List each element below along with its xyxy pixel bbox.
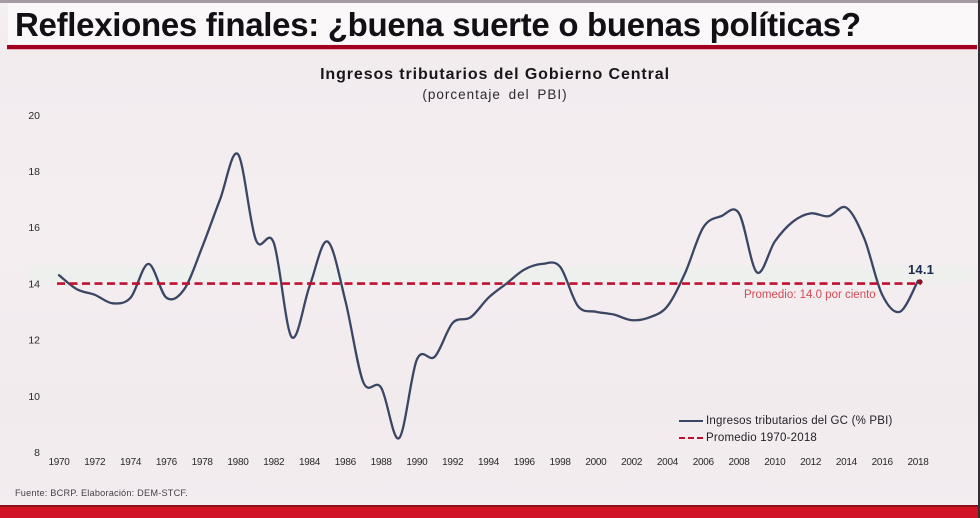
svg-text:12: 12 [28, 335, 40, 347]
svg-text:1992: 1992 [442, 457, 464, 468]
svg-text:10: 10 [28, 391, 40, 403]
bottom-red-bar [0, 505, 980, 518]
svg-text:1994: 1994 [478, 457, 500, 468]
svg-text:2006: 2006 [693, 457, 715, 468]
svg-text:1978: 1978 [192, 457, 214, 468]
svg-text:2008: 2008 [729, 457, 751, 468]
svg-text:1970: 1970 [48, 457, 70, 468]
average-dash-swatch-icon [679, 436, 703, 439]
svg-text:1990: 1990 [406, 457, 428, 468]
svg-text:14: 14 [28, 278, 40, 290]
svg-text:2010: 2010 [764, 457, 786, 468]
svg-text:1980: 1980 [227, 457, 249, 468]
chart-legend: Ingresos tributarios del GC (% PBI) Prom… [679, 412, 893, 446]
svg-text:18: 18 [28, 166, 40, 178]
svg-text:2002: 2002 [621, 457, 643, 468]
svg-text:16: 16 [28, 222, 40, 234]
svg-text:1972: 1972 [84, 457, 106, 468]
svg-text:1996: 1996 [514, 457, 536, 468]
legend-item-series: Ingresos tributarios del GC (% PBI) [679, 412, 893, 429]
average-annotation: Promedio: 14.0 por ciento [744, 289, 876, 301]
title-band [8, 3, 977, 44]
chart-subtitle: (porcentaje del PBI) [422, 87, 568, 102]
svg-text:2018: 2018 [907, 457, 929, 468]
svg-text:2016: 2016 [872, 457, 894, 468]
svg-text:8: 8 [34, 447, 40, 459]
top-edge-bar [0, 0, 980, 3]
svg-text:1984: 1984 [299, 457, 321, 468]
svg-text:1982: 1982 [263, 457, 285, 468]
series-line-swatch-icon [679, 419, 703, 422]
chart-title: Ingresos tributarios del Gobierno Centra… [320, 66, 670, 83]
average-line-halo [30, 267, 974, 283]
svg-text:1976: 1976 [156, 457, 178, 468]
svg-text:1986: 1986 [335, 457, 357, 468]
svg-text:2000: 2000 [585, 457, 607, 468]
svg-text:1998: 1998 [550, 457, 572, 468]
legend-item-average: Promedio 1970-2018 [679, 429, 893, 446]
svg-text:2012: 2012 [800, 457, 822, 468]
legend-label-series: Ingresos tributarios del GC (% PBI) [706, 414, 893, 427]
svg-text:1974: 1974 [120, 457, 142, 468]
source-note: Fuente: BCRP. Elaboración: DEM-STCF. [15, 488, 188, 498]
right-edge-bar [978, 0, 980, 518]
legend-label-average: Promedio 1970-2018 [706, 431, 818, 444]
svg-text:20: 20 [28, 110, 40, 122]
last-value-label: 14.1 [908, 262, 935, 277]
svg-text:1988: 1988 [371, 457, 393, 468]
slide-title: Reflexiones finales: ¿buena suerte o bue… [15, 6, 861, 43]
svg-text:2004: 2004 [657, 457, 679, 468]
svg-text:2014: 2014 [836, 457, 858, 468]
title-underline [7, 45, 977, 50]
